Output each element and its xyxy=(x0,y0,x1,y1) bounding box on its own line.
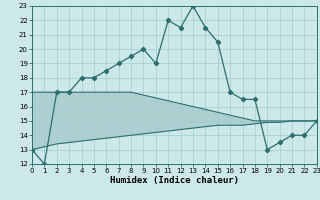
X-axis label: Humidex (Indice chaleur): Humidex (Indice chaleur) xyxy=(110,176,239,185)
